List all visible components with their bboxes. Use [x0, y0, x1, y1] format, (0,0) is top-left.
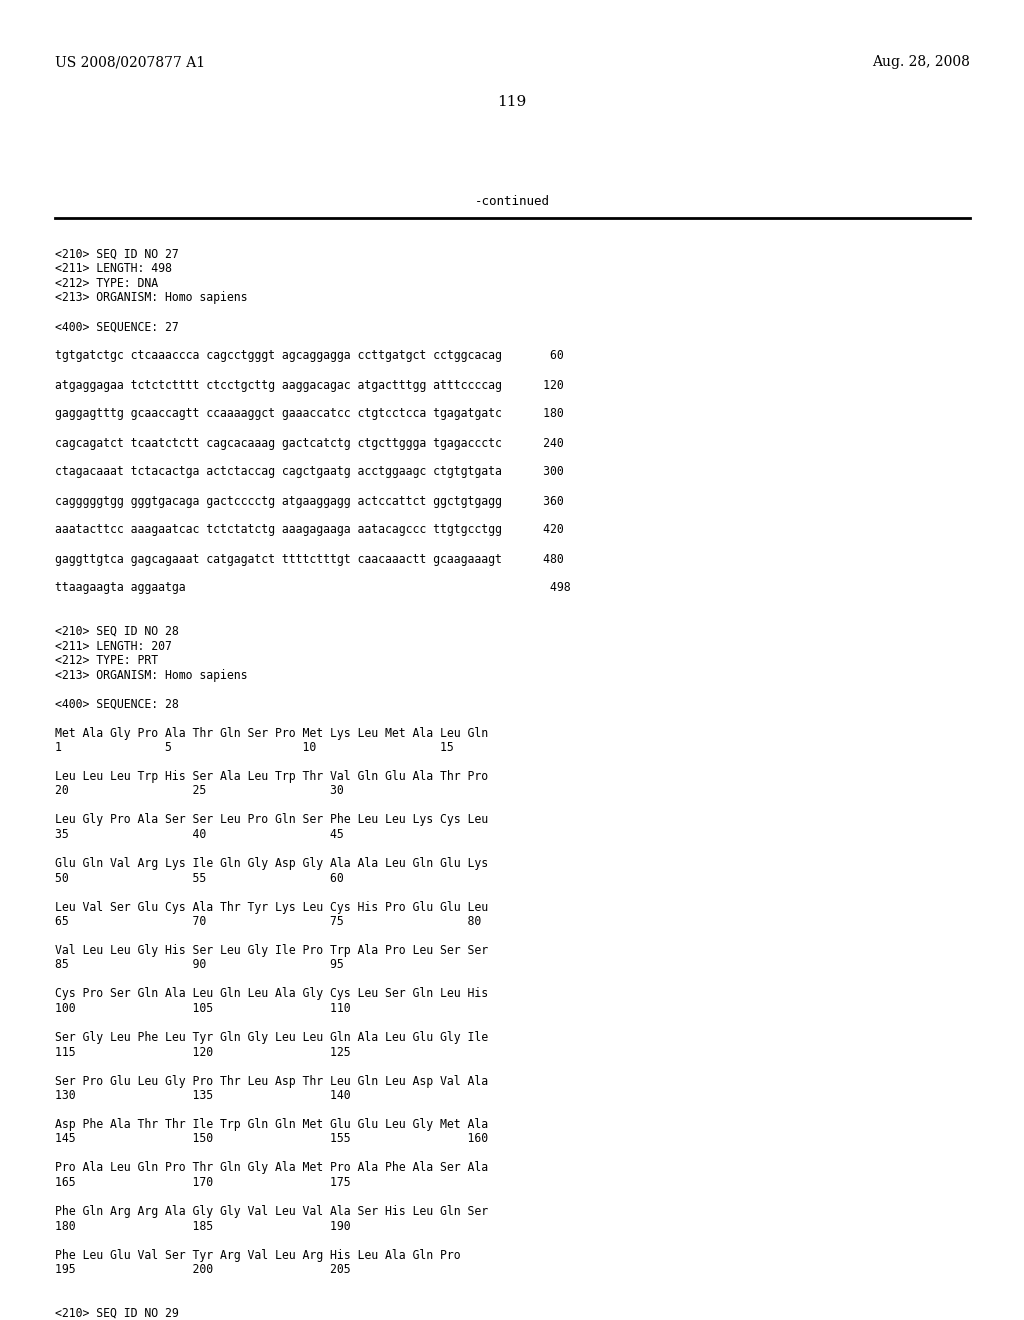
Text: <210> SEQ ID NO 29: <210> SEQ ID NO 29 [55, 1307, 179, 1320]
Text: 165                 170                 175: 165 170 175 [55, 1176, 350, 1189]
Text: 85                  90                  95: 85 90 95 [55, 958, 344, 972]
Text: 145                 150                 155                 160: 145 150 155 160 [55, 1133, 488, 1146]
Text: <400> SEQUENCE: 28: <400> SEQUENCE: 28 [55, 697, 179, 710]
Text: <211> LENGTH: 207: <211> LENGTH: 207 [55, 639, 172, 652]
Text: Ser Gly Leu Phe Leu Tyr Gln Gly Leu Leu Gln Ala Leu Glu Gly Ile: Ser Gly Leu Phe Leu Tyr Gln Gly Leu Leu … [55, 1031, 488, 1044]
Text: Aug. 28, 2008: Aug. 28, 2008 [872, 55, 970, 69]
Text: Leu Val Ser Glu Cys Ala Thr Tyr Lys Leu Cys His Pro Glu Glu Leu: Leu Val Ser Glu Cys Ala Thr Tyr Lys Leu … [55, 900, 488, 913]
Text: ctagacaaat tctacactga actctaccag cagctgaatg acctggaagc ctgtgtgata      300: ctagacaaat tctacactga actctaccag cagctga… [55, 466, 564, 479]
Text: Ser Pro Glu Leu Gly Pro Thr Leu Asp Thr Leu Gln Leu Asp Val Ala: Ser Pro Glu Leu Gly Pro Thr Leu Asp Thr … [55, 1074, 488, 1088]
Text: US 2008/0207877 A1: US 2008/0207877 A1 [55, 55, 205, 69]
Text: 130                 135                 140: 130 135 140 [55, 1089, 350, 1102]
Text: <210> SEQ ID NO 27: <210> SEQ ID NO 27 [55, 248, 179, 261]
Text: gaggttgtca gagcagaaat catgagatct ttttctttgt caacaaactt gcaagaaagt      480: gaggttgtca gagcagaaat catgagatct ttttctt… [55, 553, 564, 565]
Text: Met Ala Gly Pro Ala Thr Gln Ser Pro Met Lys Leu Met Ala Leu Gln: Met Ala Gly Pro Ala Thr Gln Ser Pro Met … [55, 726, 488, 739]
Text: <213> ORGANISM: Homo sapiens: <213> ORGANISM: Homo sapiens [55, 668, 248, 681]
Text: 35                  40                  45: 35 40 45 [55, 828, 344, 841]
Text: 100                 105                 110: 100 105 110 [55, 1002, 350, 1015]
Text: tgtgatctgc ctcaaaccca cagcctgggt agcaggagga ccttgatgct cctggcacag       60: tgtgatctgc ctcaaaccca cagcctgggt agcagga… [55, 350, 564, 363]
Text: cagggggtgg gggtgacaga gactcccctg atgaaggagg actccattct ggctgtgagg      360: cagggggtgg gggtgacaga gactcccctg atgaagg… [55, 495, 564, 507]
Text: gaggagtttg gcaaccagtt ccaaaaggct gaaaccatcc ctgtcctcca tgagatgatc      180: gaggagtttg gcaaccagtt ccaaaaggct gaaacca… [55, 408, 564, 421]
Text: 1               5                   10                  15: 1 5 10 15 [55, 741, 454, 754]
Text: Leu Leu Leu Trp His Ser Ala Leu Trp Thr Val Gln Glu Ala Thr Pro: Leu Leu Leu Trp His Ser Ala Leu Trp Thr … [55, 770, 488, 783]
Text: Val Leu Leu Gly His Ser Leu Gly Ile Pro Trp Ala Pro Leu Ser Ser: Val Leu Leu Gly His Ser Leu Gly Ile Pro … [55, 944, 488, 957]
Text: <212> TYPE: PRT: <212> TYPE: PRT [55, 653, 158, 667]
Text: ttaagaagta aggaatga                                                     498: ttaagaagta aggaatga 498 [55, 582, 570, 594]
Text: cagcagatct tcaatctctt cagcacaaag gactcatctg ctgcttggga tgagaccctc      240: cagcagatct tcaatctctt cagcacaaag gactcat… [55, 437, 564, 450]
Text: 115                 120                 125: 115 120 125 [55, 1045, 350, 1059]
Text: Phe Leu Glu Val Ser Tyr Arg Val Leu Arg His Leu Ala Gln Pro: Phe Leu Glu Val Ser Tyr Arg Val Leu Arg … [55, 1249, 461, 1262]
Text: -continued: -continued [474, 195, 550, 209]
Text: Glu Gln Val Arg Lys Ile Gln Gly Asp Gly Ala Ala Leu Gln Glu Lys: Glu Gln Val Arg Lys Ile Gln Gly Asp Gly … [55, 857, 488, 870]
Text: <213> ORGANISM: Homo sapiens: <213> ORGANISM: Homo sapiens [55, 292, 248, 305]
Text: <211> LENGTH: 498: <211> LENGTH: 498 [55, 263, 172, 276]
Text: <210> SEQ ID NO 28: <210> SEQ ID NO 28 [55, 624, 179, 638]
Text: 20                  25                  30: 20 25 30 [55, 784, 344, 797]
Text: Leu Gly Pro Ala Ser Ser Leu Pro Gln Ser Phe Leu Leu Lys Cys Leu: Leu Gly Pro Ala Ser Ser Leu Pro Gln Ser … [55, 813, 488, 826]
Text: <400> SEQUENCE: 27: <400> SEQUENCE: 27 [55, 321, 179, 334]
Text: 65                  70                  75                  80: 65 70 75 80 [55, 915, 481, 928]
Text: 119: 119 [498, 95, 526, 110]
Text: Pro Ala Leu Gln Pro Thr Gln Gly Ala Met Pro Ala Phe Ala Ser Ala: Pro Ala Leu Gln Pro Thr Gln Gly Ala Met … [55, 1162, 488, 1175]
Text: 180                 185                 190: 180 185 190 [55, 1220, 350, 1233]
Text: 195                 200                 205: 195 200 205 [55, 1263, 350, 1276]
Text: Phe Gln Arg Arg Ala Gly Gly Val Leu Val Ala Ser His Leu Gln Ser: Phe Gln Arg Arg Ala Gly Gly Val Leu Val … [55, 1205, 488, 1218]
Text: aaatacttcc aaagaatcac tctctatctg aaagagaaga aatacagccc ttgtgcctgg      420: aaatacttcc aaagaatcac tctctatctg aaagaga… [55, 524, 564, 536]
Text: 50                  55                  60: 50 55 60 [55, 871, 344, 884]
Text: Cys Pro Ser Gln Ala Leu Gln Leu Ala Gly Cys Leu Ser Gln Leu His: Cys Pro Ser Gln Ala Leu Gln Leu Ala Gly … [55, 987, 488, 1001]
Text: atgaggagaa tctctctttt ctcctgcttg aaggacagac atgactttgg atttccccag      120: atgaggagaa tctctctttt ctcctgcttg aaggaca… [55, 379, 564, 392]
Text: <212> TYPE: DNA: <212> TYPE: DNA [55, 277, 158, 290]
Text: Asp Phe Ala Thr Thr Ile Trp Gln Gln Met Glu Glu Leu Gly Met Ala: Asp Phe Ala Thr Thr Ile Trp Gln Gln Met … [55, 1118, 488, 1131]
